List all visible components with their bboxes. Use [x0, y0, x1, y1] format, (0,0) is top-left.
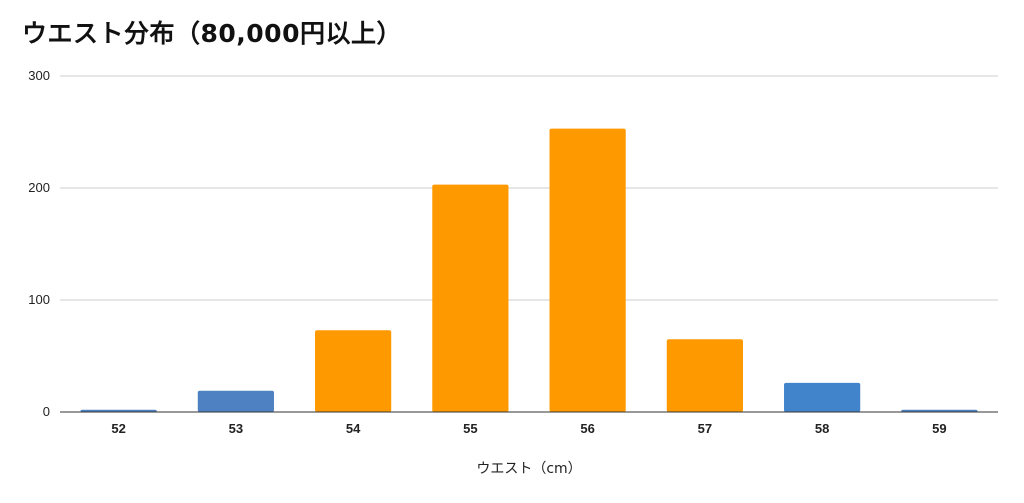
bar-53 — [197, 390, 274, 412]
y-tick-label: 300 — [28, 68, 50, 83]
x-tick-label: 59 — [932, 421, 946, 436]
bar-59 — [901, 409, 978, 412]
x-tick-label: 53 — [229, 421, 243, 436]
gridlines — [60, 75, 998, 301]
x-tick-label: 58 — [815, 421, 829, 436]
x-tick-label: 55 — [463, 421, 477, 436]
bar-58 — [784, 382, 861, 412]
x-axis-ticks: 52 53 54 55 56 57 58 59 — [111, 421, 946, 436]
y-tick-label: 200 — [28, 180, 50, 195]
bar-52 — [80, 409, 157, 412]
x-axis-label: ウエスト（cm） — [476, 461, 581, 477]
chart-title: ウエスト分布（80,000円以上） — [22, 19, 402, 48]
y-axis-ticks: 0 100 200 300 — [28, 68, 50, 419]
bar-54 — [315, 330, 392, 412]
x-tick-label: 54 — [346, 421, 361, 436]
y-tick-label: 100 — [28, 292, 50, 307]
bar-56 — [549, 128, 626, 412]
bar-55 — [432, 184, 509, 412]
x-tick-label: 56 — [580, 421, 594, 436]
x-tick-label: 52 — [111, 421, 125, 436]
bar-57 — [666, 339, 743, 412]
bars — [80, 128, 978, 412]
y-tick-label: 0 — [43, 404, 50, 419]
x-tick-label: 57 — [698, 421, 712, 436]
